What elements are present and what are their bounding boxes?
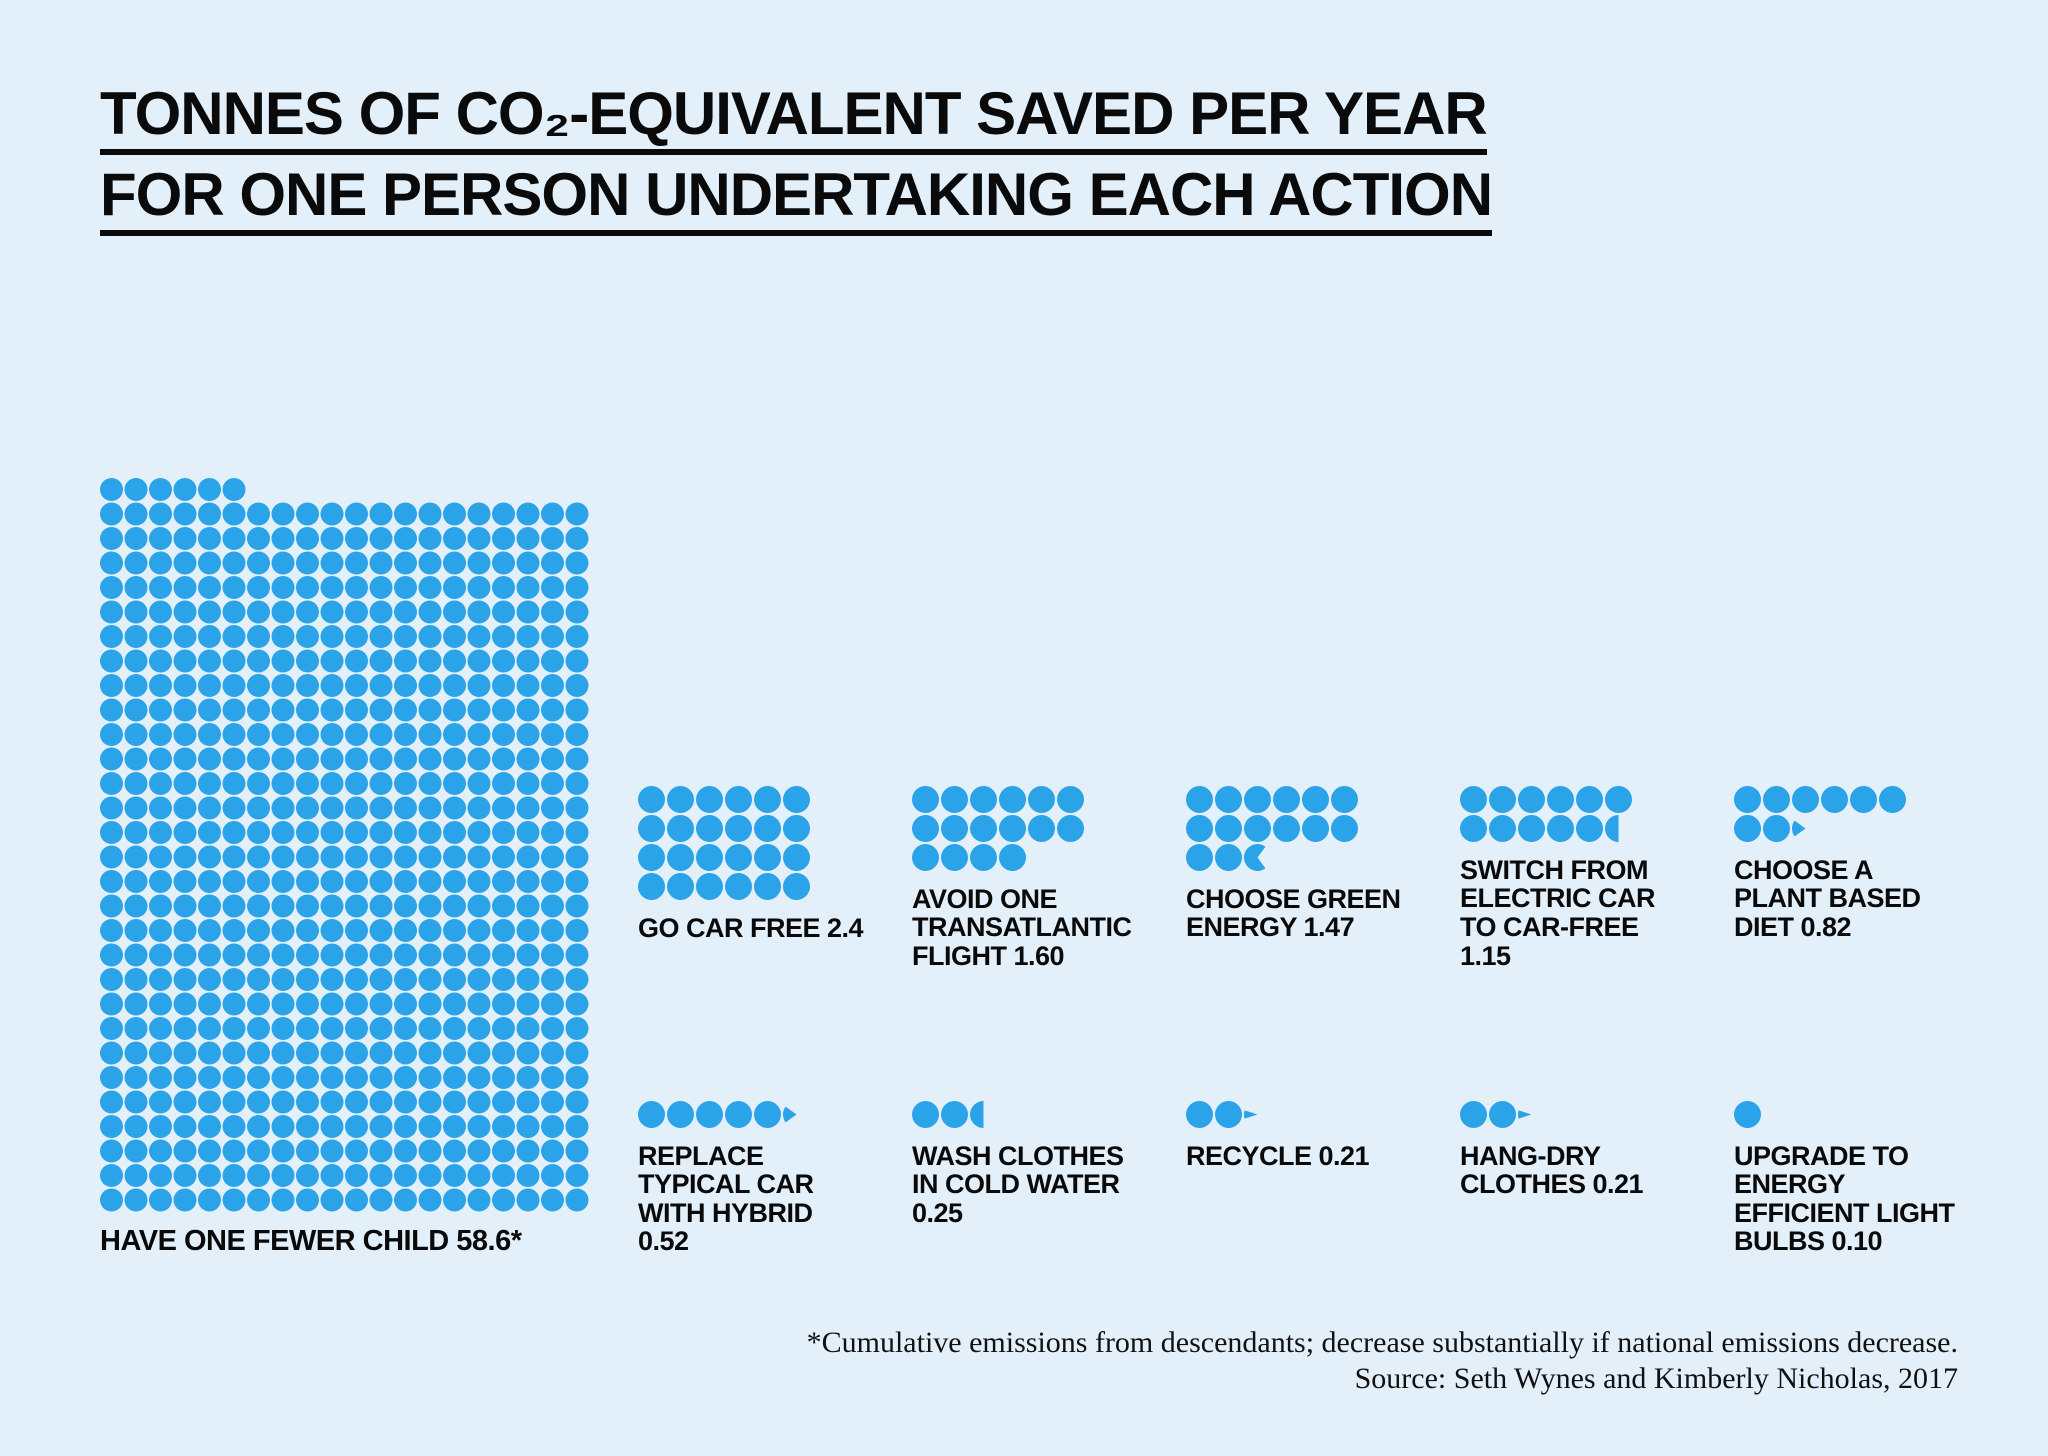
small-item-label: CHOOSE A PLANT BASED DIET 0.82 (1734, 856, 1966, 942)
small-pictogram (912, 1101, 1144, 1128)
small-item-label: HANG-DRY CLOTHES 0.21 (1460, 1142, 1692, 1199)
feature-label: HAVE ONE FEWER CHILD 58.6* (100, 1226, 590, 1256)
title-line-2: FOR ONE PERSON UNDERTAKING EACH ACTION (100, 161, 1492, 236)
small-item-label: SWITCH FROM ELECTRIC CAR TO CAR-FREE 1.1… (1460, 856, 1692, 970)
small-item-label: GO CAR FREE 2.4 (638, 914, 870, 943)
small-item: AVOID ONE TRANSATLANTIC FLIGHT 1.60 (912, 786, 1144, 971)
small-item: CHOOSE A PLANT BASED DIET 0.82 (1734, 786, 1966, 942)
small-pictogram (1186, 1101, 1418, 1128)
small-item-label: REPLACE TYPICAL CAR WITH HYBRID 0.52 (638, 1142, 870, 1256)
small-item-label: RECYCLE 0.21 (1186, 1142, 1418, 1171)
small-pictogram (1186, 786, 1418, 871)
small-item-label: AVOID ONE TRANSATLANTIC FLIGHT 1.60 (912, 885, 1144, 971)
small-item: GO CAR FREE 2.4 (638, 786, 870, 943)
source-text: Source: Seth Wynes and Kimberly Nicholas… (807, 1362, 1958, 1396)
small-item-label: WASH CLOTHES IN COLD WATER 0.25 (912, 1142, 1144, 1228)
small-item: RECYCLE 0.21 (1186, 1101, 1418, 1171)
small-pictogram (638, 1101, 870, 1128)
small-item: UPGRADE TO ENERGY EFFICIENT LIGHT BULBS … (1734, 1101, 1966, 1256)
feature-pictogram (100, 478, 590, 1212)
small-pictogram (638, 786, 870, 900)
feature-item: HAVE ONE FEWER CHILD 58.6* (100, 478, 590, 1256)
footer: *Cumulative emissions from descendants; … (807, 1324, 1958, 1396)
small-item: SWITCH FROM ELECTRIC CAR TO CAR-FREE 1.1… (1460, 786, 1692, 970)
small-item-label: CHOOSE GREEN ENERGY 1.47 (1186, 885, 1418, 942)
small-items-grid: GO CAR FREE 2.4 AVOID ONE TRANSATLANTIC F… (638, 786, 1966, 1256)
small-item: REPLACE TYPICAL CAR WITH HYBRID 0.52 (638, 1101, 870, 1256)
small-item-label: UPGRADE TO ENERGY EFFICIENT LIGHT BULBS … (1734, 1142, 1966, 1256)
small-pictogram (1734, 1101, 1966, 1128)
infographic-page: TONNES OF CO₂-EQUIVALENT SAVED PER YEAR … (0, 0, 2048, 1456)
page-title: TONNES OF CO₂-EQUIVALENT SAVED PER YEAR … (100, 80, 1958, 242)
small-pictogram (1734, 786, 1966, 842)
small-pictogram (1460, 1101, 1692, 1128)
title-line-1: TONNES OF CO₂-EQUIVALENT SAVED PER YEAR (100, 80, 1487, 155)
small-item: CHOOSE GREEN ENERGY 1.47 (1186, 786, 1418, 942)
small-pictogram (1460, 786, 1692, 842)
small-item: HANG-DRY CLOTHES 0.21 (1460, 1101, 1692, 1199)
small-item: WASH CLOTHES IN COLD WATER 0.25 (912, 1101, 1144, 1228)
small-pictogram (912, 786, 1144, 871)
content-row: HAVE ONE FEWER CHILD 58.6* GO CAR FREE 2… (100, 478, 1958, 1256)
footnote-text: *Cumulative emissions from descendants; … (807, 1326, 1958, 1360)
